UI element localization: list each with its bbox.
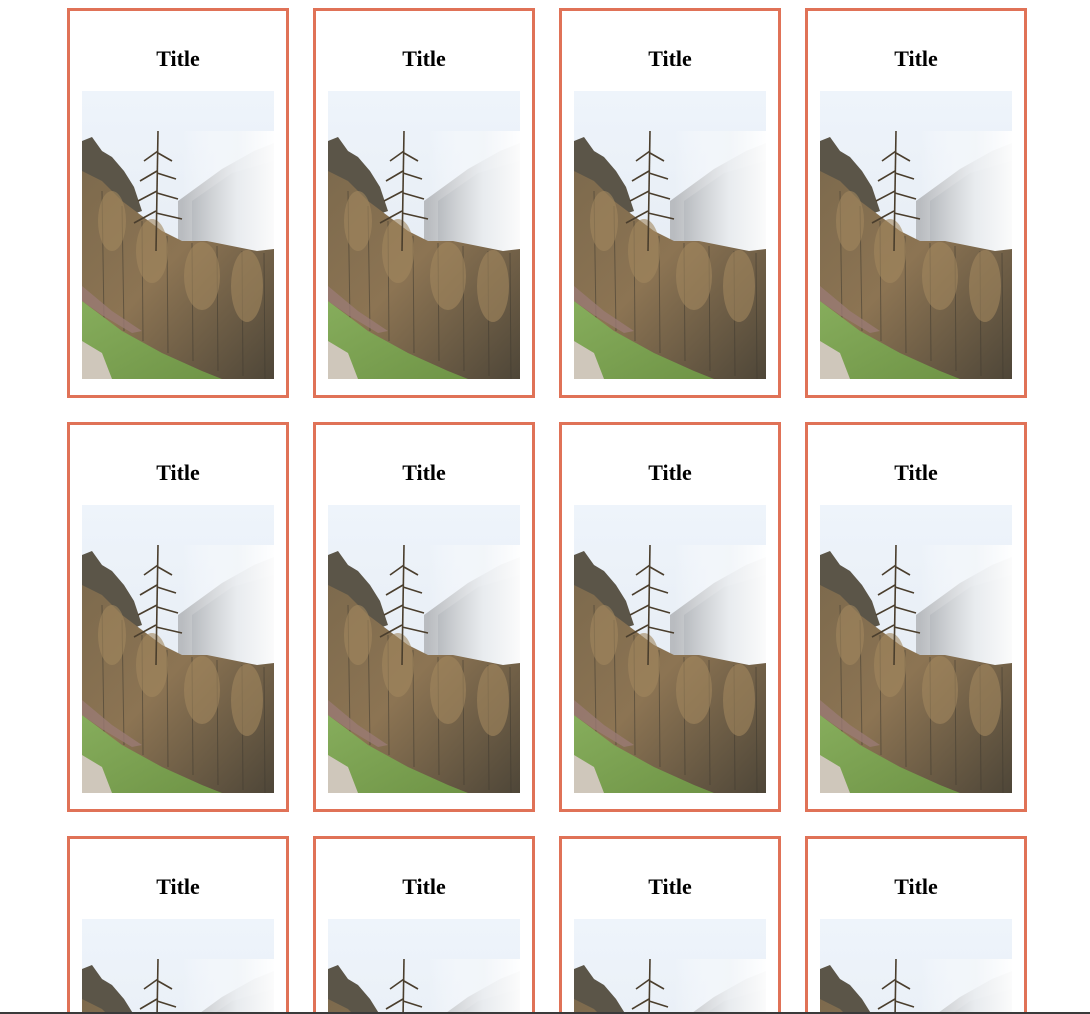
card-title: Title — [402, 460, 446, 485]
card-title: Title — [156, 460, 200, 485]
card-image — [820, 919, 1012, 1014]
bottom-divider — [0, 1012, 1090, 1014]
card-title: Title — [402, 874, 446, 899]
card[interactable]: Title — [805, 836, 1027, 1014]
card-image — [328, 919, 520, 1014]
card-image — [820, 91, 1012, 379]
card-title: Title — [648, 46, 692, 71]
card-image — [820, 505, 1012, 793]
card-image — [328, 505, 520, 793]
card-image — [82, 919, 274, 1014]
card-title: Title — [894, 460, 938, 485]
card-title: Title — [894, 874, 938, 899]
card-title: Title — [156, 46, 200, 71]
card[interactable]: Title — [805, 8, 1027, 398]
card[interactable]: Title — [559, 422, 781, 812]
card[interactable]: Title — [67, 836, 289, 1014]
card-image — [82, 505, 274, 793]
card-title: Title — [156, 874, 200, 899]
card[interactable]: Title — [313, 422, 535, 812]
card-title: Title — [648, 874, 692, 899]
card[interactable]: Title — [805, 422, 1027, 812]
card[interactable]: Title — [559, 8, 781, 398]
card-title: Title — [402, 46, 446, 71]
card-image — [574, 919, 766, 1014]
card[interactable]: Title — [67, 422, 289, 812]
card-image — [574, 91, 766, 379]
card-title: Title — [894, 46, 938, 71]
card-image — [574, 505, 766, 793]
card-image — [82, 91, 274, 379]
card-grid: Title Title Title Title Title Title Titl… — [67, 8, 1027, 1014]
card-title: Title — [648, 460, 692, 485]
card-image — [328, 91, 520, 379]
card[interactable]: Title — [313, 8, 535, 398]
card[interactable]: Title — [313, 836, 535, 1014]
card[interactable]: Title — [67, 8, 289, 398]
card[interactable]: Title — [559, 836, 781, 1014]
